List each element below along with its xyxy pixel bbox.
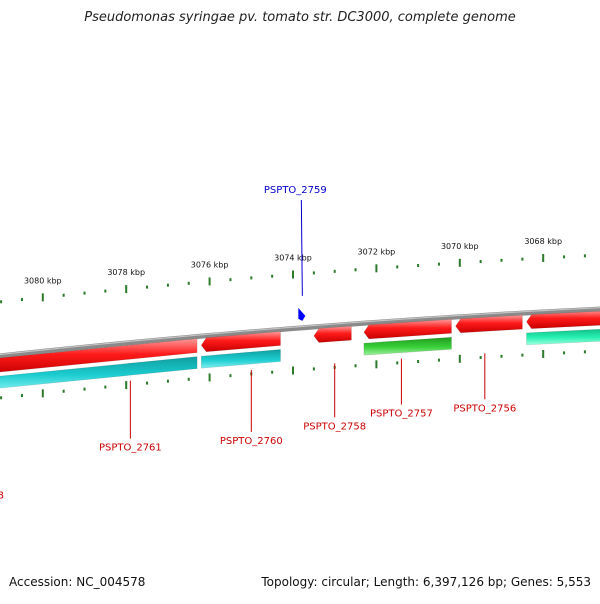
scale-tick-label: 3080 kbp <box>24 276 62 285</box>
highlight-gene-marker[interactable] <box>298 308 305 321</box>
gene-label[interactable]: PSPTO_2757 <box>370 409 433 420</box>
reverse-gene-arrow[interactable] <box>314 326 352 342</box>
scale-tick-label: 3078 kbp <box>107 268 145 277</box>
genome-summary-text: Topology: circular; Length: 6,397,126 bp… <box>261 575 591 589</box>
gene-label[interactable]: glgB <box>0 491 4 502</box>
forward-gene-block[interactable] <box>364 337 452 355</box>
scale-tick-label: 3074 kbp <box>274 254 312 263</box>
forward-gene-block[interactable] <box>201 350 280 369</box>
highlight-label-leader <box>301 200 302 296</box>
scale-tick-label: 3068 kbp <box>524 237 562 246</box>
gene-label[interactable]: PSPTO_2760 <box>220 436 283 447</box>
scale-tick-label: 3076 kbp <box>191 260 229 269</box>
gene-label[interactable]: PSPTO_2756 <box>453 403 516 414</box>
map-title: Pseudomonas syringae pv. tomato str. DC3… <box>0 10 600 25</box>
scale-tick-label: 3070 kbp <box>441 242 479 251</box>
highlight-gene-label[interactable]: PSPTO_2759 <box>264 185 327 196</box>
gene-label[interactable]: PSPTO_2758 <box>303 421 366 432</box>
gene-label[interactable]: PSPTO_2761 <box>99 443 162 454</box>
forward-gene-block[interactable] <box>527 328 600 345</box>
accession-text: Accession: NC_004578 <box>9 575 145 589</box>
gene-track <box>0 308 600 404</box>
scale-tick-label: 3072 kbp <box>358 247 396 256</box>
